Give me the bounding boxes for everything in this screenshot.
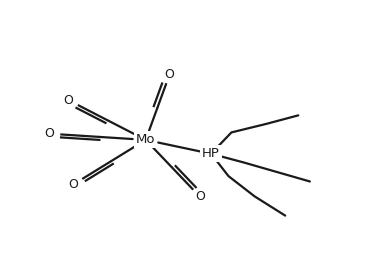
Text: Mo: Mo — [136, 134, 155, 146]
Text: O: O — [44, 127, 54, 140]
Text: O: O — [63, 94, 73, 107]
Text: O: O — [195, 190, 205, 203]
Text: HP: HP — [202, 147, 220, 160]
Text: O: O — [165, 68, 174, 81]
Text: O: O — [68, 178, 78, 191]
